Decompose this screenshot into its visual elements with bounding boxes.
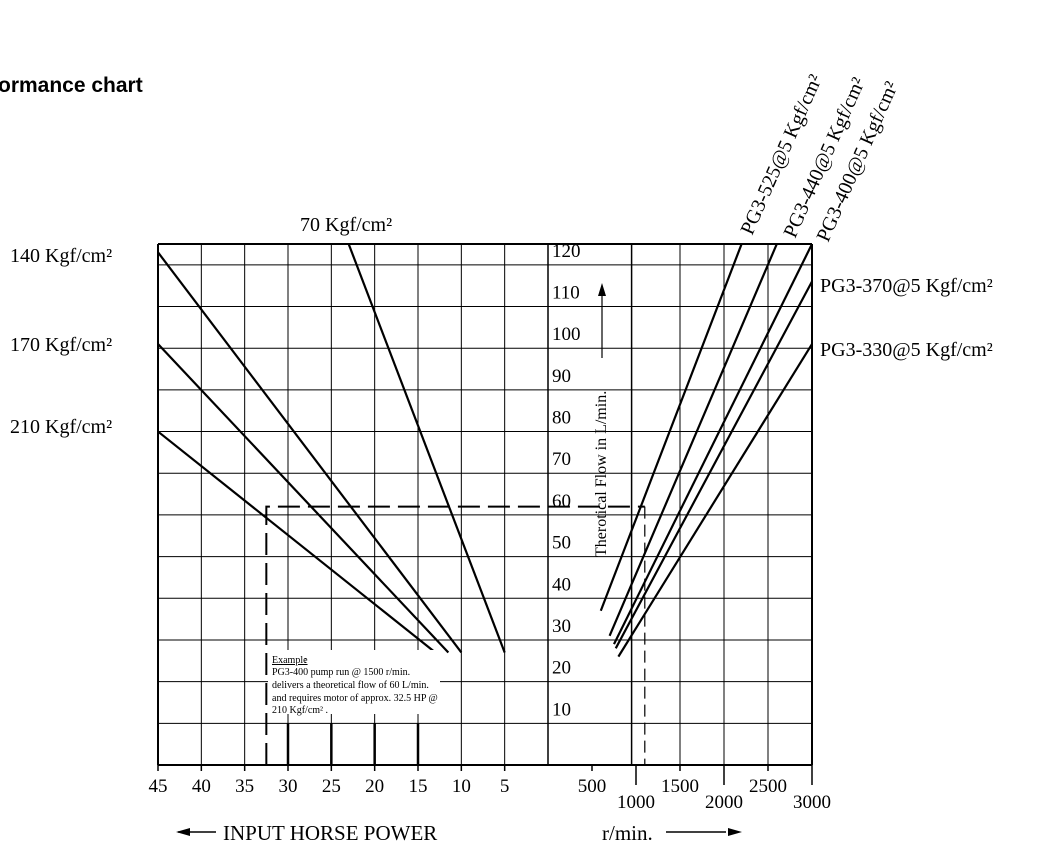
example-guides xyxy=(265,505,646,765)
rpm-tick-label: 2500 xyxy=(749,776,787,797)
flow-tick-label: 30 xyxy=(552,616,571,637)
pump-line xyxy=(613,243,813,645)
hp-axis-title: INPUT HORSE POWER xyxy=(223,821,437,845)
axis-titles: INPUT HORSE POWER r/min. Therotical Flow… xyxy=(176,283,742,845)
pressure-label: 210 Kgf/cm² xyxy=(10,416,112,438)
pump-label: PG3-370@5 Kgf/cm² xyxy=(820,275,993,297)
pump-line xyxy=(617,343,813,658)
hp-tick-label: 35 xyxy=(235,776,254,797)
example-line-2: delivers a theoretical flow of 60 L/min. xyxy=(272,680,429,691)
hp-tick-label: 20 xyxy=(365,776,384,797)
chart-ticks: 45 40 35 30 25 20 15 10 5 500 1500 2500 1000 2000 3000… xyxy=(149,241,832,813)
flow-tick-label: 90 xyxy=(552,366,571,387)
flow-tick-label: 80 xyxy=(552,408,571,429)
rpm-axis-title: r/min. xyxy=(602,821,653,845)
flow-tick-label: 100 xyxy=(552,324,581,345)
rpm-tick-label: 1500 xyxy=(661,776,699,797)
example-box: Example : PG3-400 pump run @ 1500 r/min.… xyxy=(268,650,440,716)
pump-line xyxy=(599,243,743,612)
flow-tick-label: 50 xyxy=(552,533,571,554)
example-guide-flow xyxy=(265,505,645,765)
pressure-line xyxy=(157,430,437,654)
flow-tick-label: 20 xyxy=(552,658,571,679)
pressure-line xyxy=(157,251,463,654)
hp-tick-label: 30 xyxy=(279,776,298,797)
flow-tick-label: 70 xyxy=(552,449,571,470)
rpm-arrow-icon xyxy=(728,828,742,836)
pump-line xyxy=(608,243,778,637)
hp-tick-label: 45 xyxy=(149,776,168,797)
example-box-background xyxy=(268,650,440,714)
pressure-line xyxy=(347,243,506,653)
example-title: Example xyxy=(272,655,308,666)
pump-label: PG3-330@5 Kgf/cm² xyxy=(820,339,993,361)
pump-line xyxy=(614,280,813,649)
hp-tick-label: 25 xyxy=(322,776,341,797)
hp-tick-label: 40 xyxy=(192,776,211,797)
example-line-1: PG3-400 pump run @ 1500 r/min. xyxy=(272,667,410,678)
flow-tick-label: 40 xyxy=(552,574,571,595)
rpm-tick-label: 500 xyxy=(578,776,607,797)
hp-arrow-icon xyxy=(176,828,190,836)
hp-tick-label: 15 xyxy=(409,776,428,797)
flow-tick-label: 110 xyxy=(552,283,580,304)
hp-tick-label: 10 xyxy=(452,776,471,797)
flow-tick-label: 60 xyxy=(552,491,571,512)
chart-series xyxy=(157,243,813,658)
example-line-3: and requires motor of approx. 32.5 HP @ xyxy=(272,693,438,704)
flow-tick-label: 10 xyxy=(552,699,571,720)
flow-axis-title: Therotical Flow in L/min. xyxy=(593,391,610,557)
pressure-label: 170 Kgf/cm² xyxy=(10,334,112,356)
rpm-tick-label: 2000 xyxy=(705,792,743,813)
pressure-label: 70 Kgf/cm² xyxy=(300,214,392,236)
hp-tick-label: 5 xyxy=(500,776,510,797)
flow-arrow-icon xyxy=(598,283,606,296)
pressure-label: 140 Kgf/cm² xyxy=(10,245,112,267)
flow-tick-label: 120 xyxy=(552,241,581,262)
chart-title: ormance chart xyxy=(0,74,143,97)
rpm-tick-label: 3000 xyxy=(793,792,831,813)
pressure-line xyxy=(157,343,450,654)
example-colon: : xyxy=(304,655,307,666)
example-line-4: 210 Kgf/cm² . xyxy=(272,705,328,716)
rpm-tick-label: 1000 xyxy=(617,792,655,813)
